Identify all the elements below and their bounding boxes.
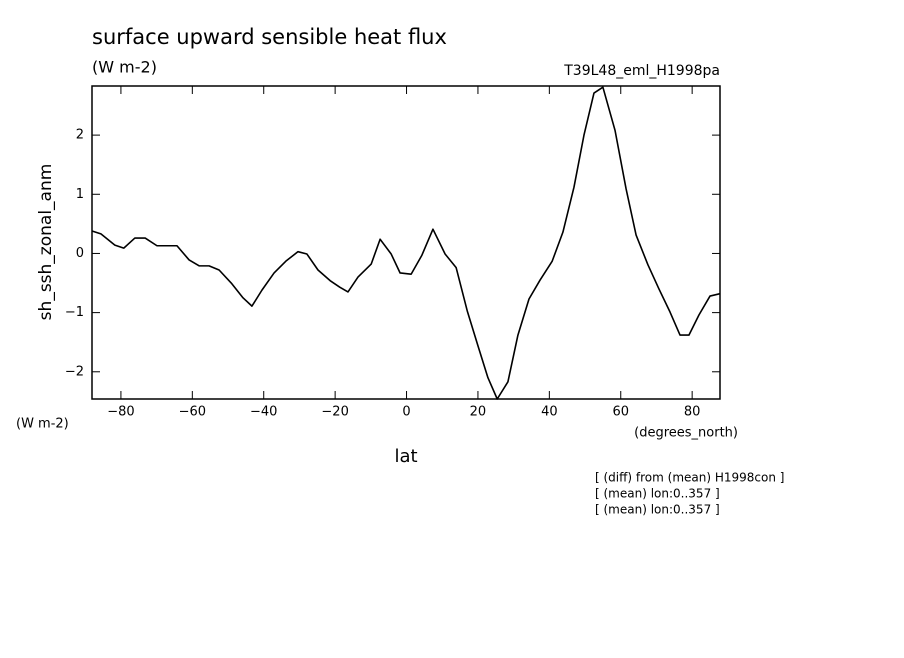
x-tick-label: 80	[684, 405, 701, 420]
x-tick-label: 60	[612, 405, 629, 420]
annotation: [ (diff) from (mean) H1998con ]	[595, 471, 784, 485]
y-tick-label: 0	[76, 246, 84, 261]
x-tick-label: −60	[179, 405, 206, 420]
annotation: [ (mean) lon:0..357 ]	[595, 487, 720, 501]
y-tick-label: 1	[76, 187, 84, 202]
annotation: [ (mean) lon:0..357 ]	[595, 503, 720, 517]
data-line	[91, 86, 721, 400]
y-tick-label: −1	[65, 305, 84, 320]
subtitle: (W m-2)	[92, 58, 157, 77]
y-tick-label: −2	[65, 364, 84, 379]
y-axis-label: sh_ssh_zonal_anm	[36, 164, 56, 321]
x-tick-label: 20	[470, 405, 487, 420]
x-tick-label: 40	[541, 405, 558, 420]
plot-frame	[91, 85, 721, 400]
run-label: T39L48_eml_H1998pa	[563, 63, 720, 79]
x-tick-label: −20	[321, 405, 348, 420]
y-tick-label: 2	[76, 128, 84, 143]
x-tick-label: −40	[250, 405, 277, 420]
x-axis-label: lat	[394, 446, 417, 467]
y-units: (W m-2)	[16, 417, 69, 432]
x-tick-label: 0	[402, 405, 410, 420]
x-units: (degrees_north)	[634, 426, 738, 441]
chart-title: surface upward sensible heat flux	[92, 25, 447, 49]
x-tick-label: −80	[107, 405, 134, 420]
